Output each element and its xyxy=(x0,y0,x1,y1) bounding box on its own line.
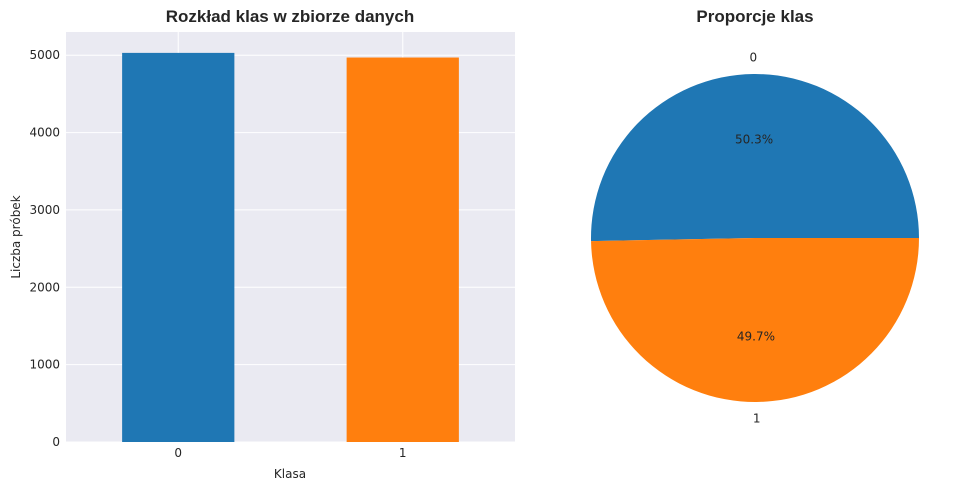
pie-label: 1 xyxy=(753,411,761,425)
pie-percent-label: 50.3% xyxy=(735,133,773,147)
bar-y-tick-label: 2000 xyxy=(29,280,60,294)
pie-chart: Proporcje klas 0 50.3% 1 49.7% xyxy=(591,7,919,425)
bar-chart-title: Rozkład klas w zbiorze danych xyxy=(166,7,414,26)
bar-x-axis-label: Klasa xyxy=(274,467,306,481)
pie-slice-1 xyxy=(591,238,919,403)
pie-labels: 0 50.3% 1 49.7% xyxy=(735,51,775,426)
bar-y-tick-label: 5000 xyxy=(29,48,60,62)
bar-y-tick-label: 1000 xyxy=(29,358,60,372)
bar-x-tick-label: 1 xyxy=(399,446,407,460)
bar-y-axis-label: Liczba próbek xyxy=(9,195,23,278)
bar-x-tick-label: 0 xyxy=(174,446,182,460)
bar-y-tick-label: 4000 xyxy=(29,126,60,140)
pie-percent-label: 49.7% xyxy=(737,329,775,343)
pie-label: 0 xyxy=(749,51,757,65)
pie-slice-0 xyxy=(591,74,919,242)
pie-slices xyxy=(591,74,919,403)
bar-y-tick-label: 0 xyxy=(52,435,60,449)
bar-0 xyxy=(122,52,235,443)
bar-y-tick-label: 3000 xyxy=(29,203,60,217)
bar-marks xyxy=(122,52,459,443)
pie-chart-title: Proporcje klas xyxy=(696,7,813,26)
bar-y-ticks: 0 1000 2000 3000 4000 5000 xyxy=(29,48,60,449)
bar-1 xyxy=(346,57,459,443)
